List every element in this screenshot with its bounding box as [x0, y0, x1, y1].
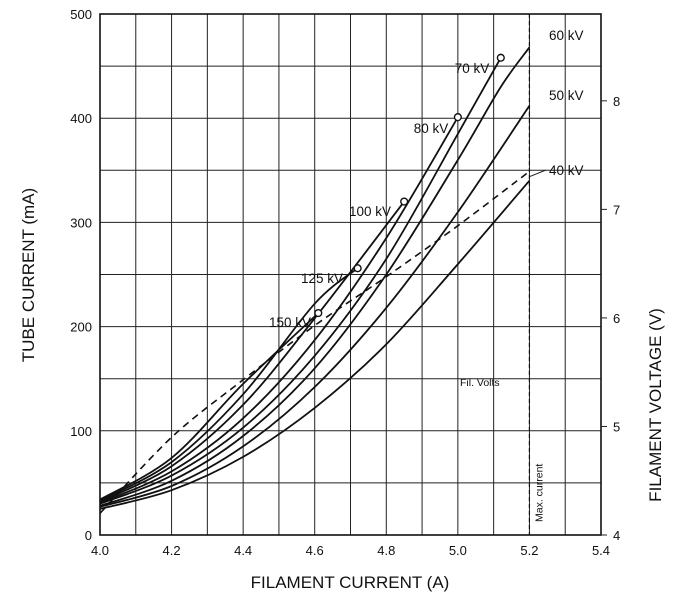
endpoint-marker-80-kv — [453, 113, 462, 122]
series-label-150-kv: 150 kV — [269, 315, 311, 330]
series-line-100-kv — [99, 201, 405, 503]
series-label-100-kv: 100 kV — [349, 204, 391, 219]
endpoint-marker-125-kv — [353, 264, 362, 273]
y2-tick-label: 5 — [613, 419, 620, 434]
y2-tick-label: 7 — [613, 202, 620, 217]
series-label-50-kv: 50 kV — [549, 88, 584, 103]
series-line-40-kv — [99, 180, 531, 510]
x-tick-label: 4.8 — [377, 543, 395, 558]
x-tick-label: 5.2 — [520, 543, 538, 558]
y2-tick-label: 4 — [613, 528, 620, 543]
series-label-70-kv: 70 kV — [455, 61, 490, 76]
series-line-125-kv — [99, 267, 359, 502]
y-axis-label: TUBE CURRENT (mA) — [19, 188, 38, 362]
kv-labels: 60 kV 70 kV 80 kV 100 kV 125 kV 150 kV 50 kV 40… — [269, 28, 584, 522]
y-tick-label: 500 — [70, 7, 92, 22]
x-tick-label: 4.6 — [306, 543, 324, 558]
y2-axis-label: FILAMENT VOLTAGE (V) — [646, 308, 665, 502]
series-label-80-kv: 80 kV — [414, 121, 449, 136]
series-label-40-kv: 40 kV — [549, 163, 584, 178]
y-tick-label: 400 — [70, 111, 92, 126]
series-label-60-kv: 60 kV — [549, 28, 584, 43]
plot-frame — [99, 13, 602, 536]
x-axis-label: FILAMENT CURRENT (A) — [251, 573, 450, 592]
label-leader-40kv — [529, 169, 547, 178]
filament-volts-line — [99, 170, 530, 514]
series-line-80-kv — [99, 116, 459, 504]
tick-labels: 4.0 4.2 4.4 4.6 4.8 5.0 5.2 5.4 0 100 200 300 400 500… — [70, 7, 620, 558]
x-tick-label: 5.0 — [449, 543, 467, 558]
y-tick-label: 0 — [85, 528, 92, 543]
series-line-50-kv — [99, 105, 531, 508]
endpoint-marker-150-kv — [314, 308, 323, 318]
x-tick-label: 4.4 — [234, 543, 252, 558]
series-label-125-kv: 125 kV — [301, 271, 343, 286]
y-tick-label: 300 — [70, 215, 92, 230]
y-tick-label: 200 — [70, 320, 92, 335]
series-line-70-kv — [99, 57, 502, 505]
tube-current-curves — [99, 14, 531, 535]
filament-volts-label: Fil. Volts — [460, 377, 500, 389]
x-tick-label: 5.4 — [592, 543, 610, 558]
endpoint-marker-70-kv — [496, 53, 505, 62]
y2-tick-label: 6 — [613, 311, 620, 326]
endpoint-marker-100-kv — [400, 197, 409, 206]
series-line-60-kv — [99, 46, 531, 507]
y-tick-label: 100 — [70, 424, 92, 439]
y2-tick-label: 8 — [613, 94, 620, 109]
x-tick-label: 4.0 — [91, 543, 109, 558]
x-tick-label: 4.2 — [163, 543, 181, 558]
max-current-label: Max. current — [533, 464, 545, 522]
series-line-150-kv — [99, 312, 319, 501]
